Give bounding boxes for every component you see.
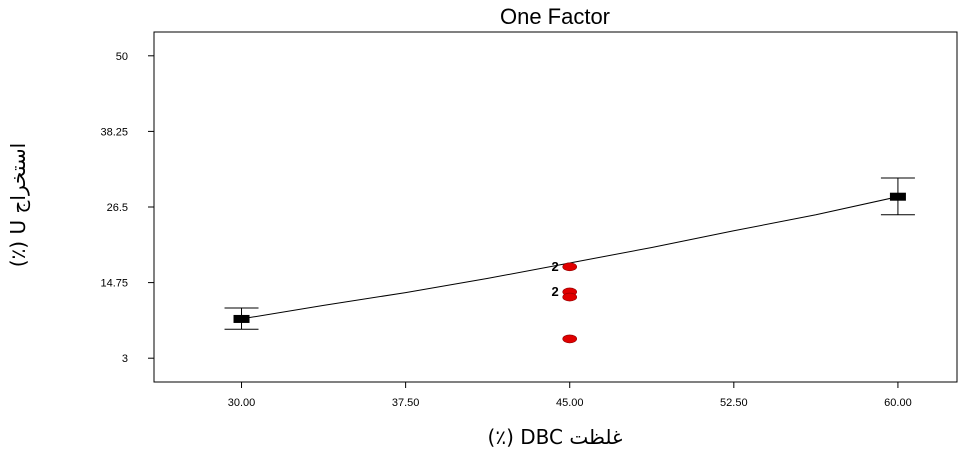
observation-count-label: 2 — [551, 284, 558, 299]
observation-point — [562, 262, 578, 272]
x-tick-label: 30.00 — [228, 397, 256, 409]
y-axis-label: استخراج U (٪) — [6, 143, 30, 267]
x-tick-label: 60.00 — [884, 397, 912, 409]
observation-point — [562, 292, 578, 302]
observation-point — [562, 334, 578, 344]
y-tick-label: 50 — [116, 51, 128, 63]
y-tick-label: 14.75 — [100, 278, 128, 290]
x-tick-label: 45.00 — [556, 397, 584, 409]
observations: 22 — [551, 259, 578, 344]
design-point-marker — [889, 192, 906, 201]
y-ticks: 3 14.75 26.5 38.25 50 — [100, 51, 154, 365]
y-tick-label: 3 — [122, 353, 128, 365]
design-point-marker — [233, 314, 250, 323]
x-ticks: 30.00 37.50 45.00 52.50 60.00 — [228, 382, 912, 409]
chart-title: One Factor — [500, 4, 610, 29]
plot-frame — [153, 31, 958, 383]
y-tick-label: 38.25 — [100, 126, 128, 138]
x-tick-label: 37.50 — [392, 397, 420, 409]
x-axis-label: غلظت DBC (٪) — [488, 425, 623, 449]
y-tick-label: 26.5 — [107, 202, 128, 214]
x-tick-label: 52.50 — [720, 397, 748, 409]
design-points — [224, 177, 915, 330]
observation-count-label: 2 — [551, 259, 558, 274]
